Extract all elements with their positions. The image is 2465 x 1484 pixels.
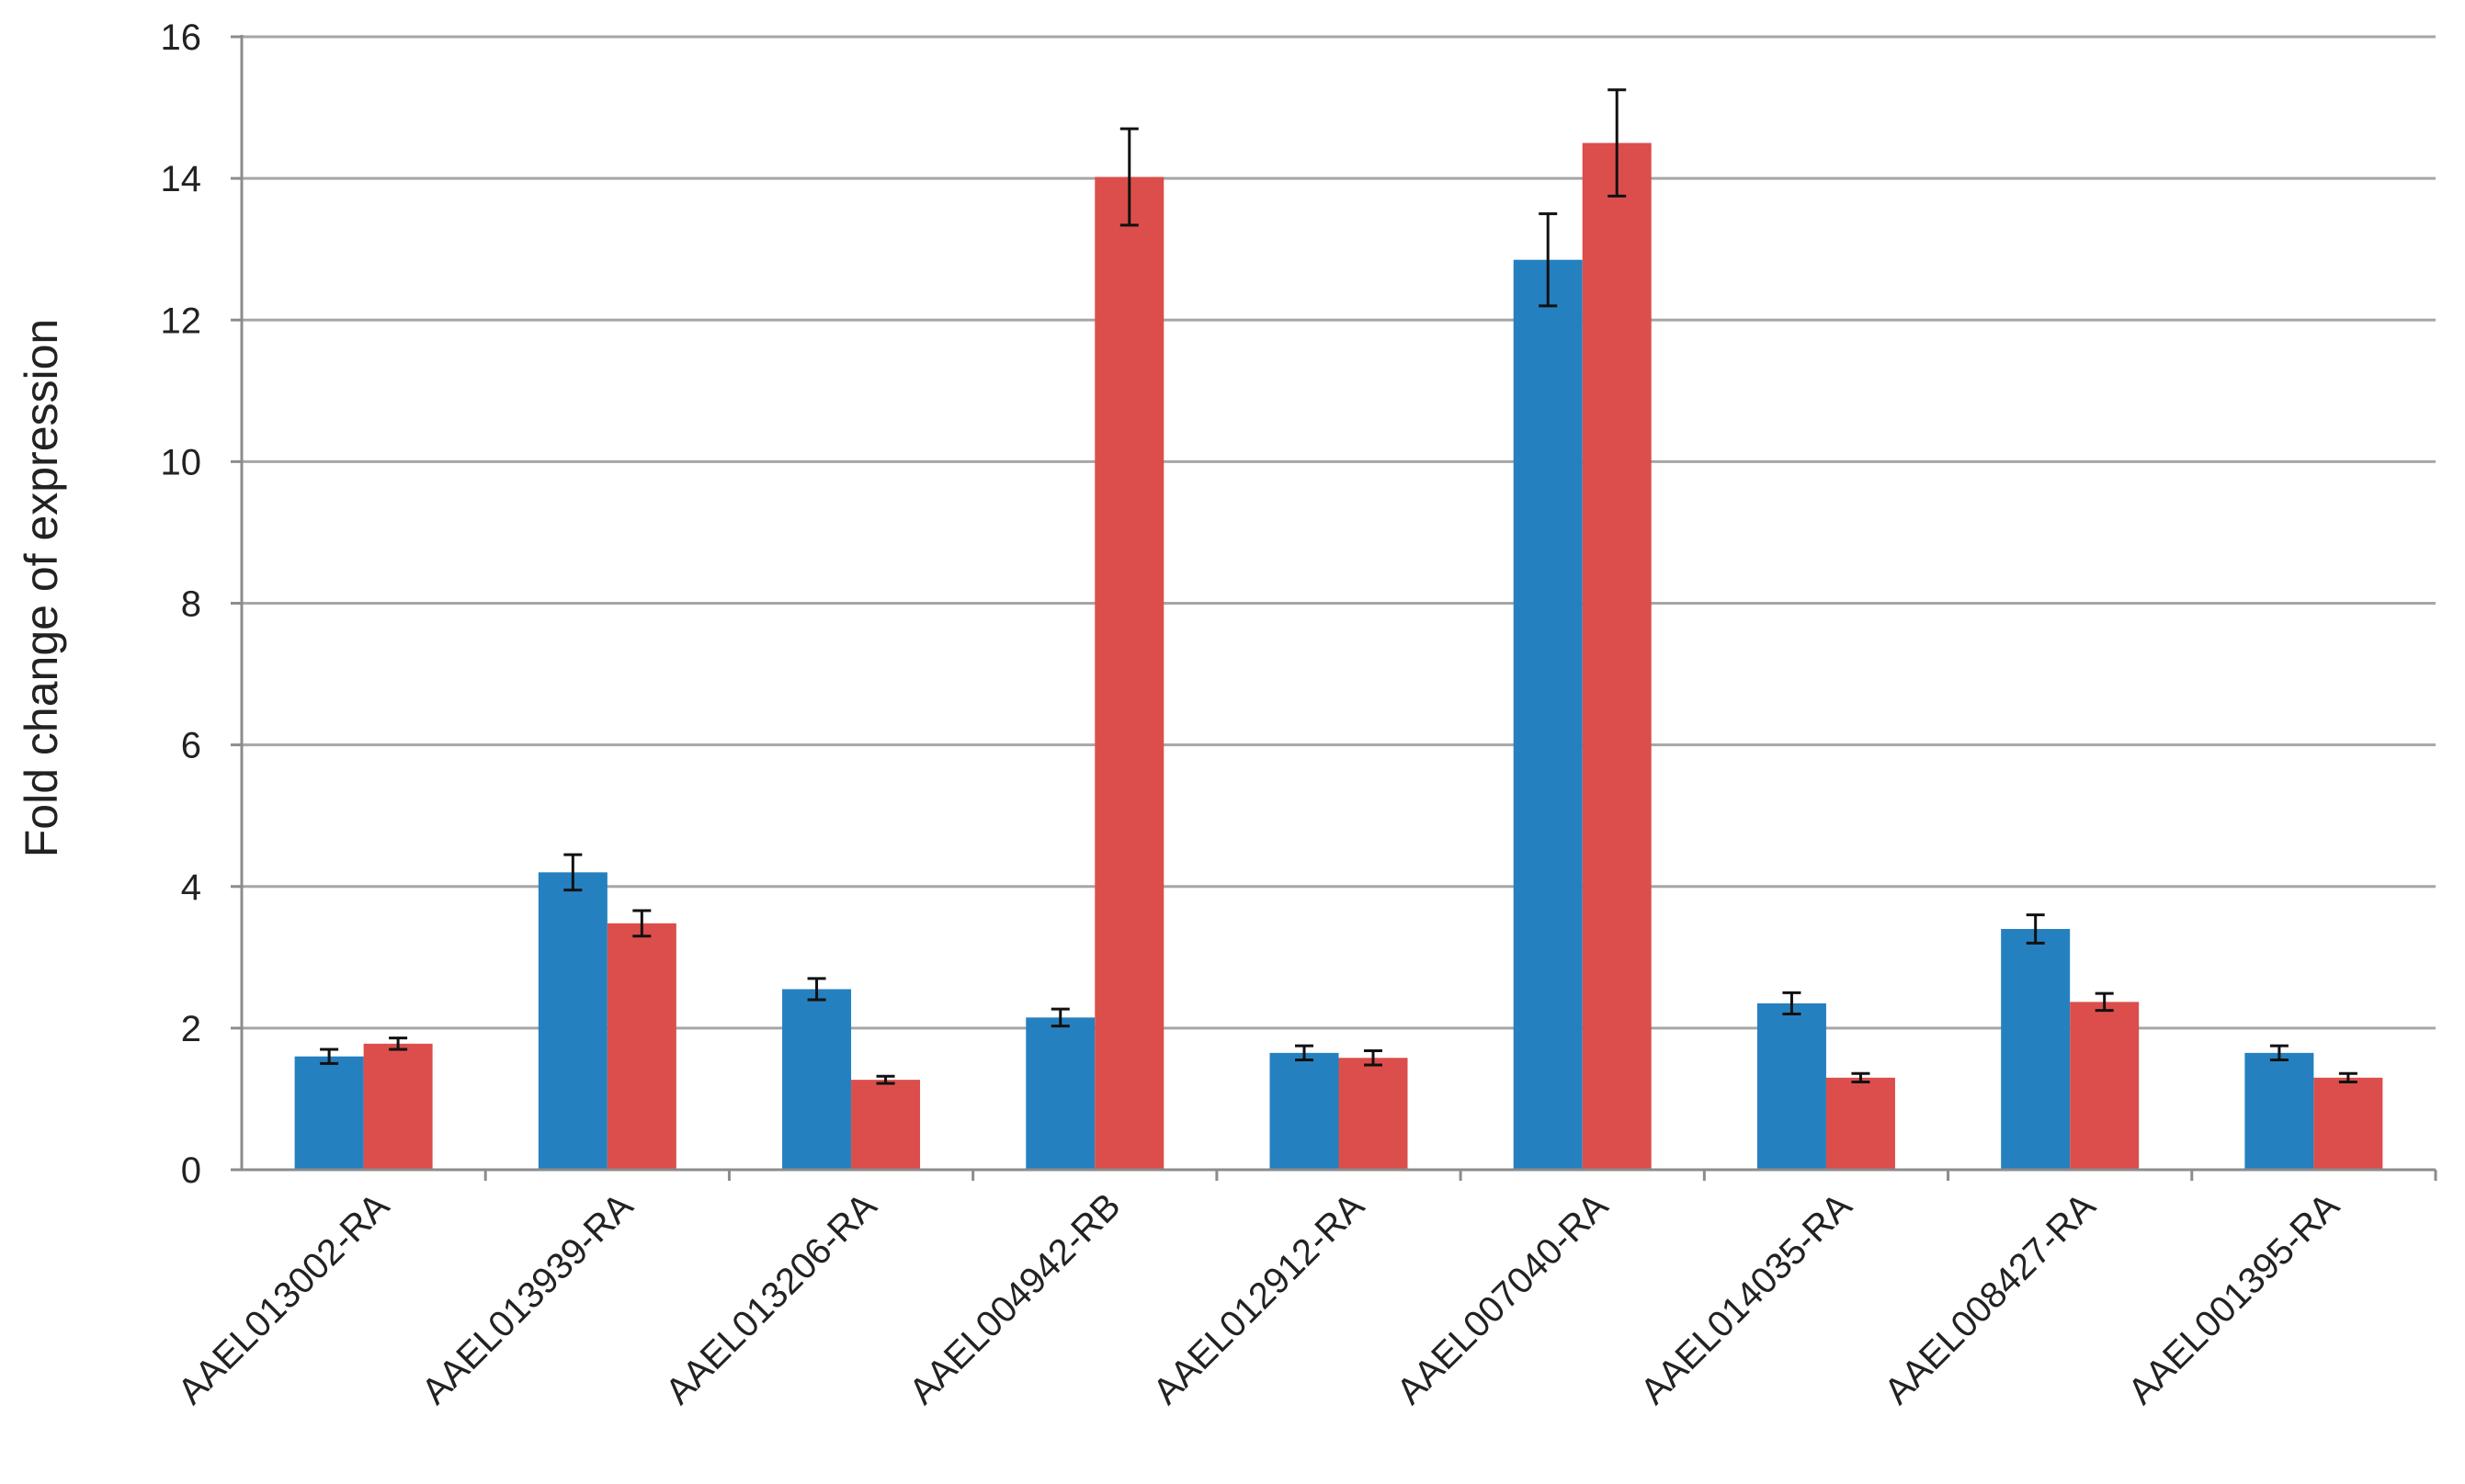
bar-series-2 (851, 1080, 921, 1170)
bar-series-1 (2001, 928, 2071, 1170)
y-tick-label: 14 (161, 159, 202, 199)
bar-series-2 (363, 1043, 433, 1170)
bar-series-2 (2070, 1002, 2140, 1170)
x-tick-label: AAEL014035-RA (1633, 1185, 1860, 1412)
x-tick-label: AAEL013939-RA (415, 1185, 642, 1412)
bar-series-2 (607, 923, 676, 1170)
bar-series-2 (1825, 1077, 1895, 1170)
axes (231, 35, 2437, 1181)
y-tick-label: 12 (161, 300, 202, 341)
bar-series-2 (1095, 176, 1164, 1171)
error-bars (320, 88, 2357, 1085)
bar-series-1 (1026, 1017, 1096, 1170)
bar-series-2 (2313, 1077, 2383, 1170)
y-tick-label: 10 (161, 442, 202, 482)
bar-series-1 (1513, 259, 1583, 1170)
bars (294, 142, 2383, 1171)
y-tick-label: 4 (181, 867, 201, 908)
x-axis-ticks: AAEL013002-RA AAEL013939-RA AAEL013206-RA A… (170, 1185, 2347, 1412)
x-tick-label: AAEL013002-RA (170, 1185, 397, 1412)
bar-series-1 (1756, 1003, 1826, 1170)
y-tick-label: 0 (181, 1150, 201, 1191)
bar-series-1 (782, 989, 852, 1170)
bar-series-2 (1582, 142, 1652, 1170)
x-tick-label: AAEL012912-RA (1145, 1185, 1372, 1412)
bar-series-1 (2244, 1052, 2314, 1170)
bar-series-1 (294, 1056, 364, 1170)
y-axis-label: Fold change of expression (16, 319, 67, 857)
x-tick-label: AAEL008427-RA (1877, 1185, 2104, 1412)
x-tick-label: AAEL007040-RA (1390, 1185, 1617, 1412)
y-axis-ticks: 0 2 4 6 8 10 12 14 16 (161, 17, 202, 1191)
y-tick-label: 16 (161, 17, 202, 58)
x-tick-label: AAEL013206-RA (658, 1185, 885, 1412)
bar-series-2 (1338, 1058, 1408, 1170)
y-tick-label: 2 (181, 1009, 201, 1049)
bar-series-1 (1269, 1052, 1339, 1170)
bar-series-1 (538, 872, 608, 1170)
y-tick-label: 8 (181, 584, 201, 625)
y-tick-label: 6 (181, 726, 201, 766)
x-tick-label: AAEL001395-RA (2120, 1185, 2347, 1412)
x-tick-label: AAEL004942-RB (902, 1185, 1129, 1412)
